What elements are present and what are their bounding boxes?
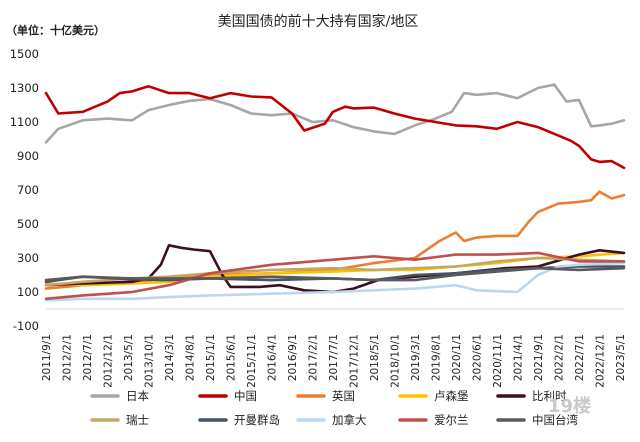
y-axis: -100 100 300 500 700 900 1100 1300 1500 (10, 47, 39, 333)
legend-label: 中国台湾 (532, 413, 578, 427)
y-tick-label: 1300 (10, 81, 39, 95)
x-tick-label: 2014/8/1 (184, 334, 196, 381)
x-axis: 2011/9/1 2012/2/1 2012/7/1 2012/12/1 2013/5/… (41, 308, 627, 388)
legend-label: 日本 (126, 389, 149, 403)
y-tick-label: 1100 (10, 115, 39, 129)
watermark: 19楼 (548, 395, 591, 417)
x-tick-label: 2017/12/1 (348, 334, 360, 388)
x-tick-label: 2021/4/1 (512, 334, 524, 381)
series-line (44, 85, 626, 170)
y-tick-label: 900 (17, 149, 39, 163)
x-tick-label: 2016/4/1 (266, 334, 278, 381)
series-line (44, 244, 626, 294)
x-tick-label: 2014/3/1 (164, 334, 176, 381)
legend-label: 爱尔兰 (434, 413, 469, 427)
x-tick-label: 2012/2/1 (61, 334, 73, 381)
y-tick-label: -100 (13, 319, 39, 333)
x-tick-label: 2022/7/1 (574, 334, 586, 381)
x-tick-label: 2012/7/1 (82, 334, 94, 381)
y-tick-label: 300 (17, 251, 39, 265)
x-tick-label: 2011/9/1 (41, 334, 53, 381)
legend-label: 中国 (234, 389, 257, 403)
x-tick-label: 2013/5/1 (123, 334, 135, 381)
series-line (44, 266, 626, 282)
legend-label: 加拿大 (332, 413, 367, 427)
x-tick-label: 2023/5/1 (615, 334, 627, 381)
x-tick-label: 2022/12/1 (594, 334, 606, 388)
series-line (44, 83, 626, 144)
y-tick-label: 1500 (10, 47, 39, 61)
legend-label: 比利时 (532, 389, 567, 403)
series-line (44, 261, 626, 302)
legend-label: 卢森堡 (434, 389, 469, 403)
series-line (44, 251, 626, 301)
legend-label: 开曼群岛 (234, 413, 280, 427)
x-tick-label: 2020/6/1 (471, 334, 483, 381)
x-tick-label: 2015/6/1 (225, 334, 237, 381)
x-tick-label: 2018/10/1 (389, 334, 401, 388)
series-layer (44, 83, 626, 302)
x-tick-label: 2020/11/1 (492, 334, 504, 388)
y-tick-label: 100 (17, 285, 39, 299)
x-tick-label: 2016/9/1 (287, 334, 299, 381)
x-tick-label: 2019/8/1 (430, 334, 442, 381)
x-tick-label: 2017/7/1 (328, 334, 340, 381)
y-tick-label: 700 (17, 183, 39, 197)
chart-title: 美国国债的前十大持有国家/地区 (218, 13, 419, 30)
x-tick-label: 2013/10/1 (143, 334, 155, 388)
y-tick-label: 500 (17, 217, 39, 231)
x-tick-label: 2018/5/1 (369, 334, 381, 381)
x-tick-label: 2022/2/1 (553, 334, 565, 381)
x-tick-label: 2020/1/1 (451, 334, 463, 381)
x-tick-label: 2021/9/1 (533, 334, 545, 381)
legend-label: 英国 (332, 389, 355, 403)
x-tick-label: 2017/2/1 (307, 334, 319, 381)
unit-label: （单位：十亿美元） (6, 23, 105, 37)
x-tick-label: 2015/11/1 (246, 334, 258, 388)
x-tick-label: 2019/3/1 (410, 334, 422, 381)
legend-label: 瑞士 (126, 413, 149, 427)
x-tick-label: 2015/1/1 (205, 334, 217, 381)
x-tick-label: 2012/12/1 (102, 334, 114, 388)
